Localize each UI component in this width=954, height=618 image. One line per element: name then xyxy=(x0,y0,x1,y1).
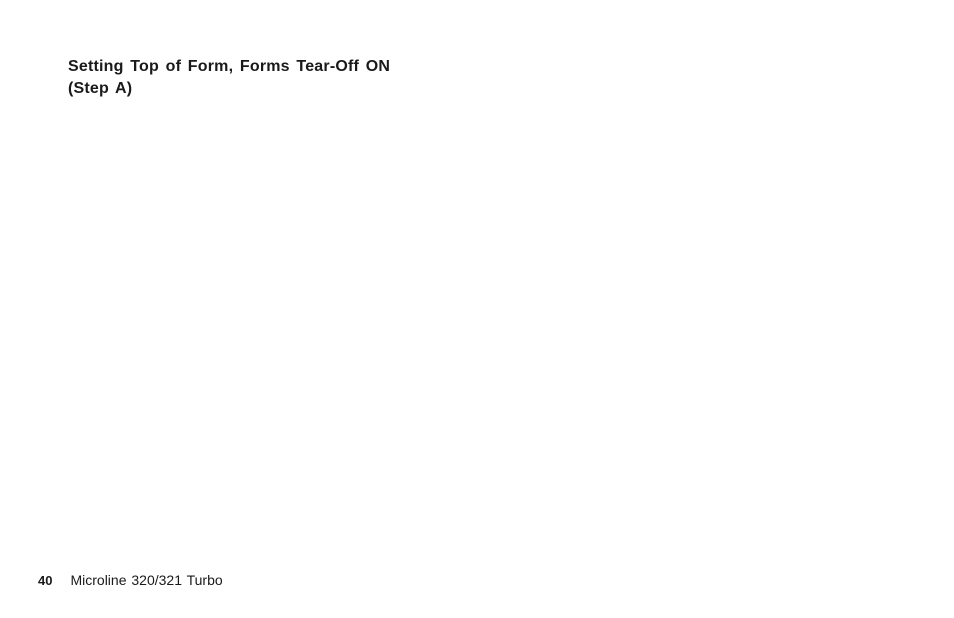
heading-line-1: Setting Top of Form, Forms Tear-Off ON xyxy=(68,56,488,78)
section-heading: Setting Top of Form, Forms Tear-Off ON (… xyxy=(68,56,488,99)
page-footer: 40 Microline 320/321 Turbo xyxy=(38,572,223,588)
document-page: Setting Top of Form, Forms Tear-Off ON (… xyxy=(0,0,954,618)
footer-product-name: Microline 320/321 Turbo xyxy=(70,572,222,588)
heading-line-2: (Step A) xyxy=(68,78,488,100)
page-number: 40 xyxy=(38,573,52,588)
